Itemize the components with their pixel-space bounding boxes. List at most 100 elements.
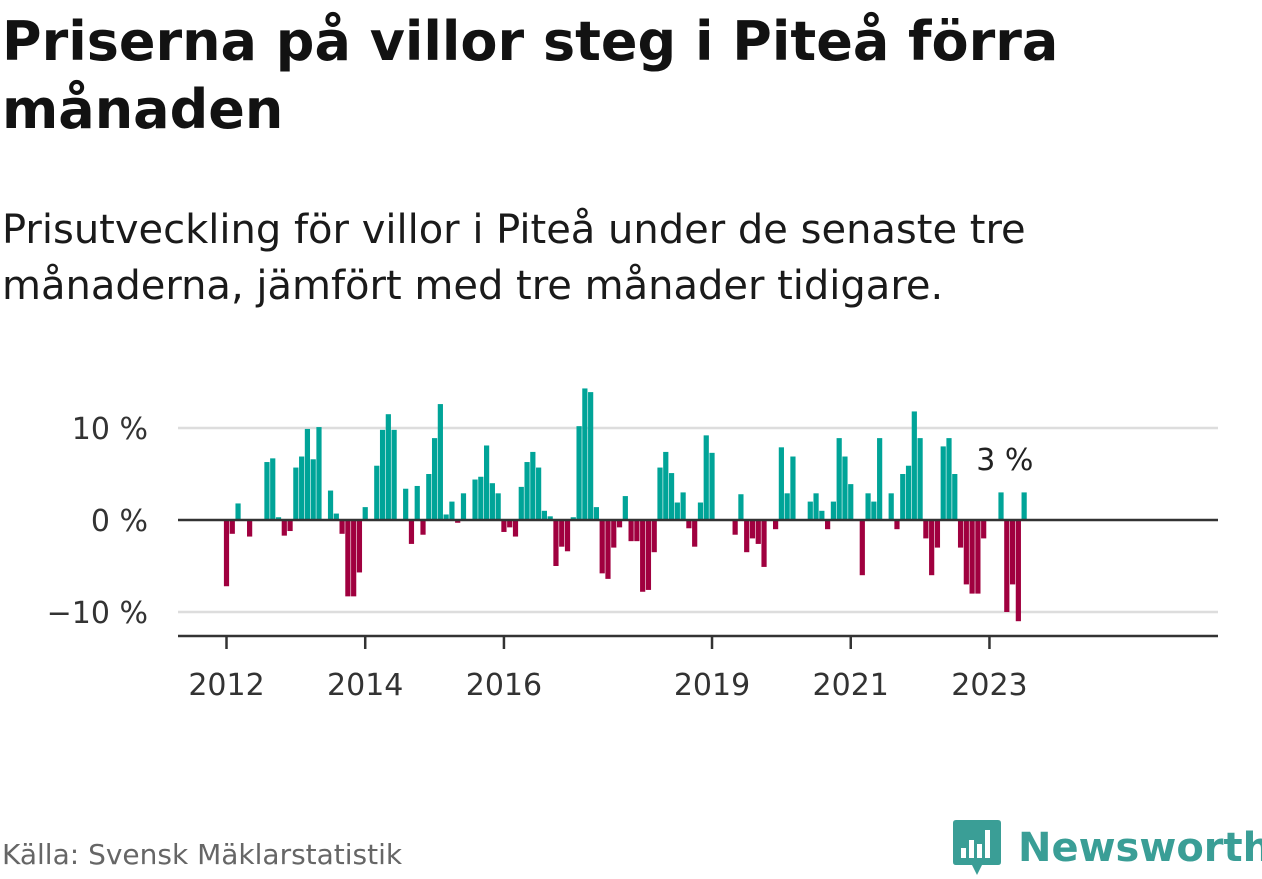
bar-positive — [819, 510, 825, 520]
bar-positive — [813, 493, 819, 520]
bar-negative — [1015, 520, 1021, 622]
x-tick-label: 2014 — [327, 668, 403, 700]
bar-positive — [385, 414, 391, 520]
bar-negative — [512, 520, 519, 537]
chart-title: Priserna på villor steg i Piteå förra må… — [2, 10, 1059, 141]
bar-positive — [1021, 492, 1027, 520]
bar-positive — [709, 452, 715, 520]
bar-positive — [414, 485, 420, 520]
bar-negative — [761, 520, 767, 567]
bar-negative — [692, 520, 698, 547]
bar-positive — [472, 479, 478, 520]
bar-positive — [668, 473, 675, 520]
bar-negative — [501, 520, 507, 532]
bar-positive — [917, 438, 923, 520]
bar-positive — [270, 458, 276, 520]
bar-negative — [605, 520, 611, 579]
bar-negative — [553, 520, 559, 566]
bar-positive — [495, 493, 501, 520]
bar-negative — [564, 520, 571, 552]
bar-negative — [223, 520, 230, 587]
bar-positive — [518, 486, 524, 520]
bar-positive — [674, 502, 680, 520]
bar-positive — [431, 438, 438, 520]
bar-positive — [842, 456, 848, 520]
bar-negative — [929, 520, 935, 576]
bar-positive — [703, 435, 709, 520]
bar-positive — [582, 388, 588, 520]
bar-negative — [628, 520, 634, 542]
bar-positive — [460, 493, 467, 520]
bar-negative — [651, 520, 657, 553]
source-note: Källa: Svensk Mäklarstatistik — [2, 838, 403, 871]
y-tick-label: −10 % — [47, 596, 148, 631]
x-tick-label: 2021 — [813, 668, 889, 700]
bar-positive — [449, 501, 455, 520]
bar-negative — [616, 520, 623, 528]
bar-negative — [611, 520, 617, 548]
bar-positive — [379, 429, 386, 520]
bar-positive — [877, 438, 883, 520]
bar-positive — [403, 488, 409, 520]
chart-subtitle: Prisutveckling för villor i Piteå under … — [2, 207, 1026, 309]
bar-positive — [310, 459, 316, 520]
bar-positive — [536, 467, 542, 520]
bar-negative — [281, 520, 287, 536]
bar-negative — [744, 520, 750, 553]
bar-positive — [264, 462, 270, 520]
bar-negative — [686, 520, 692, 529]
x-tick-label: 2012 — [188, 668, 264, 700]
bar-positive — [946, 438, 952, 520]
bar-negative — [825, 520, 831, 530]
bar-positive — [663, 451, 669, 520]
bar-negative — [934, 520, 941, 548]
bar-negative — [247, 520, 253, 537]
bar-positive — [905, 465, 912, 520]
bar-positive — [998, 492, 1004, 520]
bar-negative — [229, 520, 235, 534]
bar-negative — [599, 520, 605, 574]
bar-positive — [657, 467, 663, 520]
bar-positive — [940, 446, 946, 520]
bar-positive — [362, 507, 368, 520]
bar-negative — [507, 520, 513, 528]
bar-negative — [894, 520, 900, 530]
bar-positive — [871, 501, 877, 520]
bar-positive — [848, 484, 854, 520]
bar-positive — [541, 510, 547, 520]
bar-positive — [836, 438, 842, 520]
bar-negative — [287, 520, 293, 532]
bar-negative — [1009, 520, 1016, 585]
bar-positive — [790, 456, 796, 520]
bar-negative — [755, 520, 761, 544]
bar-positive — [374, 465, 380, 520]
bar-positive — [830, 501, 836, 520]
bar-negative — [749, 520, 756, 539]
x-tick-label: 2019 — [674, 668, 750, 700]
bar-positive — [593, 507, 600, 520]
bar-positive — [807, 501, 813, 520]
bar-positive — [484, 445, 490, 520]
bar-negative — [923, 520, 929, 539]
bar-positive — [900, 474, 906, 520]
bar-negative — [975, 520, 981, 594]
bar-negative — [957, 520, 964, 548]
labels: 10 % 0 % −10 % 2012 2014 2016 2019 2021 2023 3 % — [47, 412, 1034, 700]
bar-positive — [570, 517, 576, 520]
bar-positive — [588, 392, 594, 520]
brand-name: Newsworthy — [1018, 825, 1262, 871]
bar-positive — [530, 451, 536, 520]
bar-positive — [547, 516, 553, 520]
bar-negative — [969, 520, 975, 594]
bar-negative — [634, 520, 640, 542]
bar-positive — [738, 494, 744, 520]
bar-positive — [443, 514, 449, 520]
bar-positive — [275, 517, 282, 520]
bar-positive — [437, 404, 443, 520]
gridlines — [178, 426, 1218, 614]
newsworthy-logo-icon — [953, 820, 1001, 875]
x-tick-label: 2016 — [466, 668, 542, 700]
y-tick-label: 0 % — [91, 504, 148, 539]
bar-positive — [489, 483, 495, 520]
bar-negative — [963, 520, 969, 585]
